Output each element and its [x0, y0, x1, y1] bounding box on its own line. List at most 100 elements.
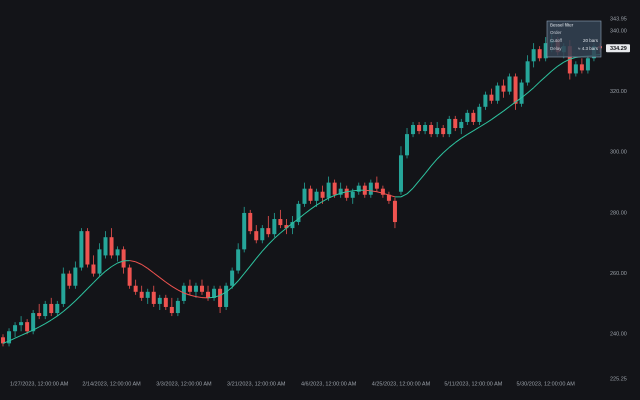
candle-body: [435, 128, 440, 135]
bessel-segment: [467, 130, 474, 135]
bessel-segment: [225, 286, 233, 293]
candle-body: [344, 188, 349, 198]
bessel-segment: [20, 332, 28, 336]
candle-body: [67, 273, 72, 286]
bessel-segment: [195, 296, 203, 299]
x-tick-label: 1/27/2023, 12:00:00 AM: [10, 381, 69, 387]
bessel-segment: [32, 326, 40, 331]
candle-body: [507, 76, 512, 92]
bessel-segment: [44, 319, 52, 325]
bessel-segment: [461, 133, 468, 139]
bessel-segment: [473, 126, 480, 132]
candle-body: [175, 300, 180, 314]
bessel-segment: [569, 56, 576, 60]
bessel-segment: [56, 311, 64, 317]
candle-body: [465, 112, 470, 122]
bessel-segment: [249, 258, 257, 267]
bessel-segment: [2, 340, 10, 344]
x-tick-label: 4/6/2023, 12:00:00 AM: [301, 381, 357, 387]
bessel-segment: [436, 152, 444, 160]
legend-row-label: Cutoff: [550, 38, 563, 43]
candle-body: [25, 322, 30, 332]
bessel-segment: [189, 294, 197, 298]
bessel-segment: [310, 204, 317, 210]
candle-body: [212, 288, 217, 298]
bessel-segment: [364, 189, 371, 192]
candle-body: [85, 231, 90, 265]
candle-body: [543, 43, 548, 59]
candle-body: [320, 191, 325, 198]
candle-body: [531, 49, 536, 62]
bessel-segment: [352, 189, 359, 192]
candle-body: [398, 155, 403, 192]
bessel-segment: [388, 194, 396, 198]
candle-body: [230, 270, 235, 286]
candle-body: [133, 285, 138, 292]
candle-body: [272, 219, 277, 235]
bessel-segment: [105, 266, 112, 272]
candle-body: [115, 249, 120, 256]
bessel-segment: [497, 110, 504, 116]
candle-body: [417, 124, 422, 132]
y-tick-label: 320.00: [610, 89, 627, 95]
bessel-segment: [153, 272, 161, 278]
candle-body: [55, 303, 60, 314]
bessel-segment: [454, 137, 462, 143]
candle-body: [1, 337, 5, 344]
candle-body: [103, 237, 108, 256]
candle-body: [61, 273, 66, 304]
candle-body: [302, 188, 307, 204]
bessel-segment: [430, 158, 438, 167]
bessel-segment: [255, 250, 263, 259]
bessel-segment: [298, 213, 305, 220]
candle-body: [308, 188, 313, 201]
candle-body: [49, 303, 54, 314]
bessel-segment: [261, 244, 269, 252]
candle-body: [236, 249, 241, 271]
candle-body: [501, 85, 506, 92]
candle-body: [386, 194, 391, 201]
candle-body: [224, 285, 229, 307]
candle-body: [206, 291, 211, 298]
y-tick-label: 240.00: [610, 332, 627, 338]
candle-body: [356, 185, 361, 192]
bessel-segment: [141, 264, 148, 269]
candle-body: [284, 225, 289, 229]
candle-body: [495, 85, 500, 101]
candle-body: [127, 267, 132, 286]
candle-body: [338, 188, 343, 195]
candle-body: [296, 203, 301, 223]
last-price-tag: [606, 44, 630, 53]
bessel-segment: [563, 58, 571, 63]
bessel-segment: [165, 281, 173, 287]
bessel-segment: [75, 294, 82, 302]
candle-body: [332, 182, 337, 195]
candle-body: [109, 237, 114, 256]
candle-body: [278, 219, 283, 226]
bessel-segment: [219, 291, 227, 296]
bessel-segment: [129, 260, 136, 263]
candle-body: [187, 285, 192, 292]
candle-body: [266, 228, 271, 235]
candle-body: [79, 231, 84, 268]
candle-body: [139, 291, 144, 298]
candle-body: [585, 58, 590, 71]
bessel-segment: [551, 65, 559, 72]
bessel-segment: [448, 142, 456, 148]
bessel-segment: [334, 192, 341, 196]
candle-body: [157, 297, 162, 304]
bessel-segment: [376, 191, 384, 194]
bessel-segment: [68, 300, 76, 307]
candle-body: [579, 64, 584, 71]
candle-body: [169, 306, 174, 314]
x-tick-label: 2/14/2023, 12:00:00 AM: [82, 381, 141, 387]
candle-body: [447, 118, 452, 135]
bessel-segment: [286, 222, 293, 229]
bessel-segment: [527, 87, 534, 94]
bessel-segment: [509, 101, 516, 107]
candle-body: [218, 288, 223, 307]
bessel-segment: [81, 288, 88, 296]
candle-body: [380, 188, 385, 195]
candle-body: [97, 249, 102, 274]
